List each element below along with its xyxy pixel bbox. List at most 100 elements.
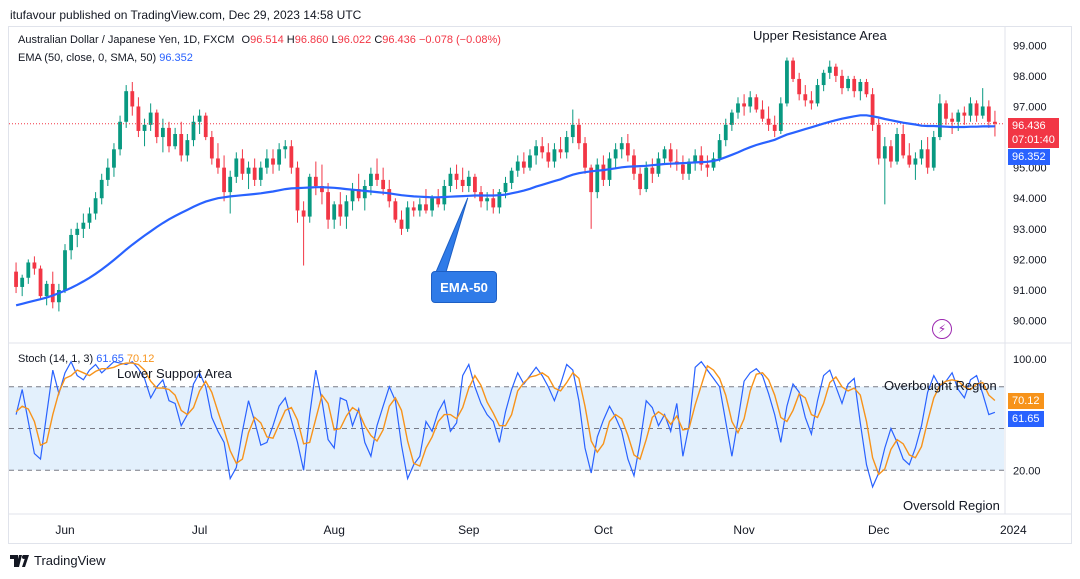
candle: [552, 143, 557, 168]
candle-body: [742, 103, 746, 107]
candle: [558, 137, 563, 159]
candle-body: [160, 127, 165, 138]
stoch-legend: Stoch (14, 1, 3) 61.65 70.12: [18, 353, 154, 365]
candle-body: [681, 164, 685, 174]
candle-body: [228, 176, 233, 193]
candle: [154, 109, 159, 144]
oversold-label: Oversold Region: [903, 498, 1000, 513]
ema-50-line: [15, 114, 995, 307]
candle-body: [473, 176, 477, 193]
candle: [993, 110, 997, 137]
candle: [662, 146, 667, 165]
candle: [815, 78, 820, 107]
candle: [589, 164, 594, 229]
candle: [937, 94, 942, 141]
candle-body: [772, 124, 777, 131]
candle-body: [277, 149, 282, 165]
candle-body: [283, 146, 288, 150]
candle: [14, 262, 18, 294]
candle-body: [393, 201, 398, 220]
candle-body: [326, 192, 330, 220]
candle: [564, 130, 569, 159]
candle: [160, 118, 165, 153]
candle: [705, 155, 710, 177]
candle: [20, 274, 25, 297]
candle-body: [87, 213, 92, 223]
candle: [362, 179, 367, 211]
candle: [411, 201, 416, 217]
candle-body: [497, 192, 502, 208]
candle: [112, 143, 116, 177]
candle-body: [876, 124, 881, 159]
candle: [907, 143, 912, 168]
candle-body: [313, 176, 318, 186]
candle: [356, 173, 361, 202]
candle: [632, 149, 636, 180]
candle-body: [901, 134, 906, 156]
candle-body: [797, 78, 802, 95]
candle-body: [454, 173, 459, 180]
candle-body: [760, 109, 765, 119]
candle: [50, 271, 55, 309]
candle-body: [216, 158, 220, 168]
candle: [105, 158, 110, 186]
candle-body: [583, 143, 587, 168]
candle: [38, 265, 43, 300]
candle: [228, 170, 233, 214]
low-value: 96.022: [337, 34, 372, 46]
candle-body: [63, 250, 67, 290]
candle-body: [387, 189, 392, 202]
candle-body: [711, 158, 716, 168]
candle-body: [882, 146, 887, 159]
price-tick-6: 93.000: [1013, 224, 1047, 236]
candle: [497, 189, 502, 214]
candle-body: [754, 97, 759, 110]
candle-body: [803, 94, 808, 101]
candle: [75, 222, 80, 248]
stoch-k-badge: 61.65: [1008, 411, 1044, 427]
stoch-tick-1: 20.00: [1013, 465, 1041, 477]
price-tick-5: 94.000: [1013, 193, 1047, 205]
candle: [185, 134, 190, 162]
candle-body: [552, 149, 557, 162]
candle-body: [105, 167, 110, 180]
candle-body: [980, 106, 985, 116]
candle: [980, 88, 985, 119]
candle-body: [209, 137, 214, 159]
candle-body: [827, 66, 832, 73]
candle: [454, 164, 459, 190]
candle: [197, 109, 202, 134]
candle-body: [907, 155, 912, 165]
candle-body: [44, 283, 49, 297]
price-tick-4: 95.000: [1013, 163, 1047, 175]
candle-body: [613, 149, 618, 159]
candle-body: [362, 186, 367, 199]
candle-body: [699, 155, 704, 165]
candle: [693, 149, 698, 171]
candle-body: [644, 167, 649, 190]
candle: [442, 179, 447, 211]
time-tick-5: Nov: [733, 523, 754, 537]
stoch-d-legend: 70.12: [126, 353, 155, 365]
candle: [791, 57, 795, 82]
candle-body: [136, 106, 141, 131]
candle: [827, 60, 832, 79]
lightning-icon[interactable]: ⚡: [932, 319, 952, 339]
candle-body: [430, 198, 434, 211]
candle-body: [968, 103, 973, 116]
candle: [246, 161, 251, 190]
candle: [619, 137, 624, 159]
candle-body: [944, 103, 948, 119]
price-tick-2: 97.000: [1013, 101, 1047, 113]
candle: [479, 186, 483, 208]
candle: [167, 121, 171, 153]
candle: [466, 170, 471, 193]
candle: [289, 140, 294, 174]
candle-body: [124, 91, 129, 122]
ema-legend-value: 96.352: [159, 52, 193, 64]
candle: [509, 167, 514, 190]
candle-body: [356, 189, 361, 199]
candle: [521, 152, 526, 174]
time-tick-0: Jun: [55, 523, 74, 537]
